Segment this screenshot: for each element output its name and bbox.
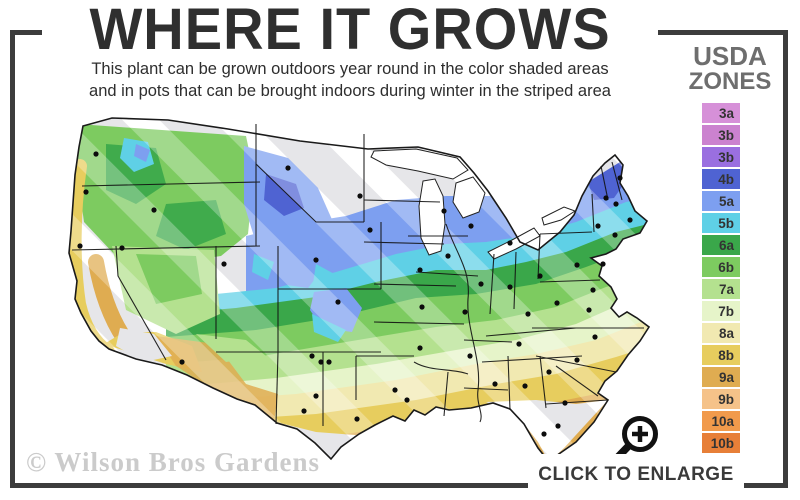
subtitle: This plant can be grown outdoors year ro… — [42, 59, 658, 103]
zone-chip-6b: 6b — [702, 257, 740, 277]
zone-chip-5a: 5a — [702, 191, 740, 211]
zone-chip-7a: 7a — [702, 279, 740, 299]
city-dots — [77, 151, 633, 437]
zone-chip-6a: 6a — [702, 235, 740, 255]
zone-chip-3a: 3a — [702, 103, 740, 123]
enlarge-label: CLICK TO ENLARGE — [538, 464, 734, 485]
state-borders — [71, 124, 644, 426]
zone-chip-10a: 10a — [702, 411, 740, 431]
title-block: WHERE IT GROWS — [42, 0, 658, 58]
zone-chip-3b: 3b — [702, 147, 740, 167]
page-title: WHERE IT GROWS — [89, 0, 611, 62]
zone-chip-3b: 3b — [702, 125, 740, 145]
zone-chip-8b: 8b — [702, 345, 740, 365]
zone-chip-10b: 10b — [702, 433, 740, 453]
us-zone-map-svg — [68, 117, 651, 464]
zone-chip-4b: 4b — [702, 169, 740, 189]
usa-outline — [68, 117, 651, 464]
us-zone-map[interactable] — [16, 104, 666, 474]
zone-chip-5b: 5b — [702, 213, 740, 233]
zone-chip-8a: 8a — [702, 323, 740, 343]
zone-list: 3a 3b 3b 4b 5a 5b 6a 6b 7a 7b 8a 8b 9a 9b 10a 10b — [702, 103, 740, 455]
legend-title: USDA ZONES — [686, 41, 774, 95]
zone-chip-7b: 7b — [702, 301, 740, 321]
zone-chip-9a: 9a — [702, 367, 740, 387]
legend-title-line-2: ZONES — [688, 68, 772, 95]
watermark: © Wilson Bros Gardens — [26, 447, 320, 477]
subtitle-line-1: This plant can be grown outdoors year ro… — [91, 60, 609, 78]
legend-title-line-1: USDA — [693, 41, 767, 71]
enlarge-button[interactable]: CLICK TO ENLARGE — [528, 454, 744, 496]
zone-chip-9b: 9b — [702, 389, 740, 409]
subtitle-line-2: and in pots that can be brought indoors … — [89, 81, 611, 100]
